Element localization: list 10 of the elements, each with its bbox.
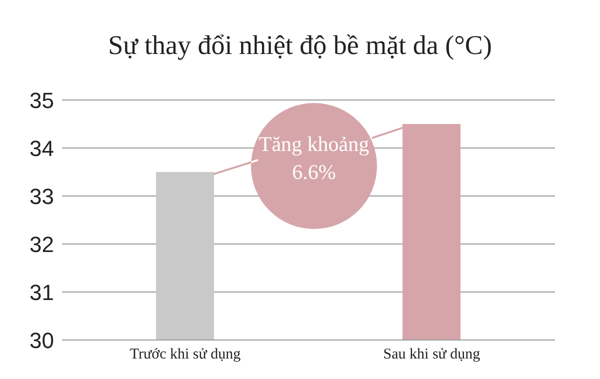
y-tick-label: 31 bbox=[30, 280, 54, 305]
annotation: Tăng khoảng 6.6% bbox=[258, 131, 370, 186]
y-tick-label: 35 bbox=[30, 88, 54, 113]
chart-title: Sự thay đổi nhiệt độ bề mặt da (°C) bbox=[107, 30, 493, 61]
y-tick-label: 33 bbox=[30, 184, 54, 209]
y-tick-label: 34 bbox=[30, 136, 54, 161]
x-tick-label: Sau khi sử dụng bbox=[383, 346, 481, 363]
y-tick-label: 32 bbox=[30, 232, 54, 257]
x-tick-label: Trước khi sử dụng bbox=[130, 346, 242, 363]
y-tick-label: 30 bbox=[30, 328, 54, 353]
